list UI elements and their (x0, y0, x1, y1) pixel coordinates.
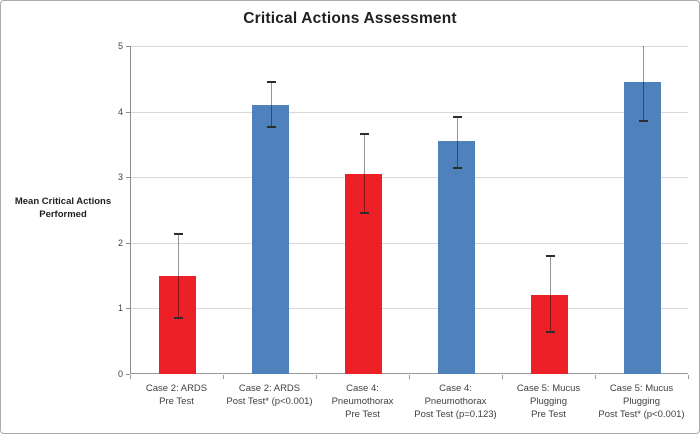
gridline-4 (131, 111, 688, 113)
error-bar-cap-top-5 (545, 254, 555, 257)
y-tick-label-0: 0 (117, 369, 123, 379)
error-bar-cap-bottom-5 (545, 331, 555, 334)
x-tick-mark-5 (595, 375, 596, 379)
error-bar-cap-bottom-1 (173, 317, 183, 320)
error-bar-cap-bottom-2 (266, 125, 276, 128)
y-tick-mark-2 (126, 242, 130, 244)
gridline-3 (131, 177, 688, 179)
x-category-label-1: Case 2: ARDS Pre Test (145, 383, 208, 407)
error-bar-line-3 (363, 133, 365, 214)
x-tick-mark-1 (223, 375, 224, 379)
error-bar-cap-top-1 (173, 233, 183, 236)
y-tick-label-2: 2 (117, 237, 123, 248)
error-bar-cap-bottom-6 (638, 119, 648, 122)
y-tick-label-1: 1 (117, 303, 123, 314)
y-tick-mark-3 (126, 177, 130, 179)
x-category-label-4: Case 4: Pneumothorax Post Test (p=0.123) (414, 383, 497, 420)
error-bar-cap-top-4 (452, 115, 462, 118)
error-bar-cap-top-2 (266, 81, 276, 84)
x-tick-mark-3 (409, 375, 410, 379)
chart-title: Critical Actions Assessment (243, 10, 457, 27)
x-category-label-5: Case 5: Mucus Plugging Pre Test (516, 383, 581, 420)
gridline-2 (131, 242, 688, 244)
x-tick-mark-2 (316, 375, 317, 379)
error-bar-line-4 (456, 116, 458, 168)
error-bar-line-2 (270, 82, 272, 127)
y-tick-label-3: 3 (117, 172, 123, 183)
bar-5 (531, 295, 568, 374)
bar-3 (345, 173, 382, 374)
plot-area (130, 46, 688, 374)
x-category-label-3: Case 4: Pneumothorax Pre Test (331, 383, 394, 420)
y-tick-label-5: 5 (117, 41, 123, 51)
y-tick-mark-5 (126, 46, 130, 47)
y-tick-mark-0 (126, 374, 130, 375)
x-category-label-2: Case 2: ARDS Post Test* (p<0.001) (226, 383, 313, 407)
bar-1 (159, 275, 196, 374)
x-tick-mark-6 (688, 375, 689, 379)
y-tick-mark-4 (126, 111, 130, 113)
gridline-5 (131, 46, 688, 47)
bar-6 (624, 82, 661, 374)
y-tick-mark-1 (126, 308, 130, 310)
y-tick-label-4: 4 (117, 106, 123, 117)
bar-4 (438, 141, 475, 374)
x-category-label-6: Case 5: Mucus Plugging Post Test* (p<0.0… (598, 383, 685, 420)
bar-2 (252, 105, 289, 374)
y-axis-title: Mean Critical Actions Performed (14, 196, 112, 220)
error-bar-line-1 (177, 234, 179, 319)
error-bar-cap-bottom-4 (452, 167, 462, 170)
x-tick-mark-0 (130, 375, 131, 379)
error-bar-cap-bottom-3 (359, 212, 369, 215)
error-bar-line-5 (549, 255, 551, 332)
error-bar-cap-top-3 (359, 132, 369, 135)
gridline-1 (131, 308, 688, 310)
x-tick-mark-4 (502, 375, 503, 379)
error-bar-line-6 (642, 46, 644, 121)
